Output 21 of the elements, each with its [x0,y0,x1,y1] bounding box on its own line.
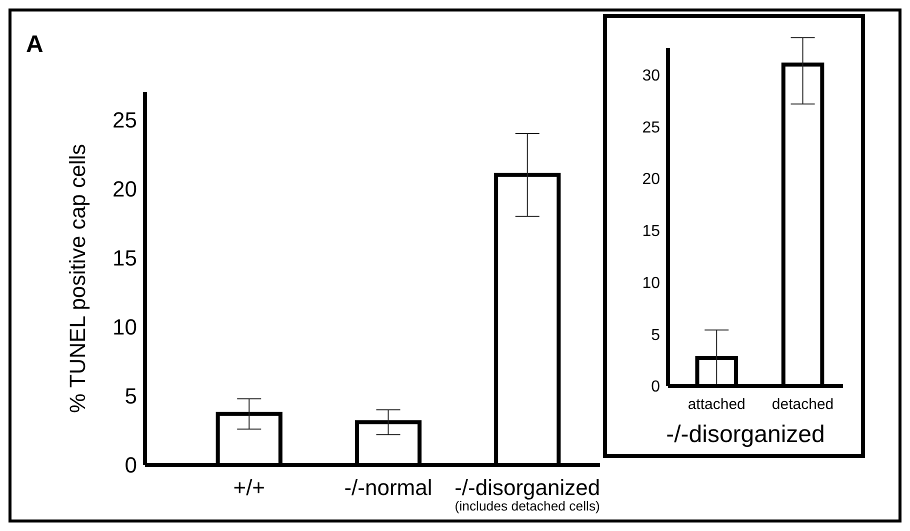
y-tick-label: 15 [112,245,137,270]
y-tick-label: 15 [642,223,660,240]
y-tick-label: 5 [651,326,660,344]
text: A [26,31,44,58]
y-tick-label: 25 [112,107,137,132]
y-tick-label: 25 [642,119,660,136]
y-tick-label: 5 [124,384,137,409]
x-tick-label: -/-normal [344,475,432,500]
y-tick-label: 0 [651,378,660,396]
y-tick-label: 10 [112,314,137,340]
x-tick-label: detached [772,396,834,413]
y-tick-label: 20 [112,176,137,202]
y-tick-label: 0 [124,452,137,478]
x-tick-label: attached [688,396,746,413]
x-tick-label: -/-disorganized (includes detached cells) [454,475,600,514]
x-tick-label: +/+ [233,475,266,500]
y-axis-title: % TUNEL positive cap cells [65,144,90,413]
y-tick-label: 20 [642,171,660,188]
y-tick-label: 10 [642,274,660,292]
y-tick-label: 30 [642,68,660,85]
x-axis-title: -/-disorganized [666,421,825,448]
